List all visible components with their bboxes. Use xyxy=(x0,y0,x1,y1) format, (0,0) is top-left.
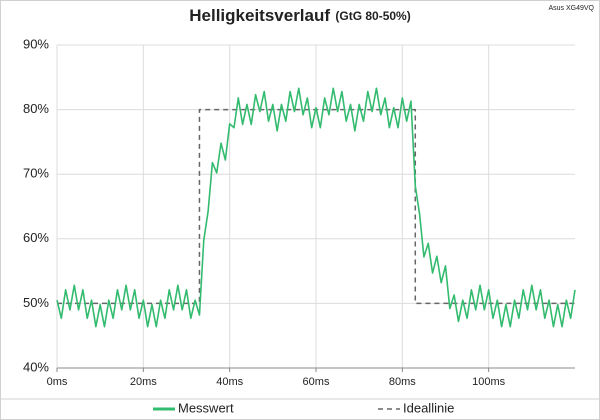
legend-label: Messwert xyxy=(178,400,234,415)
y-tick-label: 40% xyxy=(23,359,49,374)
y-tick-label: 50% xyxy=(23,295,49,310)
series-line xyxy=(56,87,576,328)
x-tick-label: 100ms xyxy=(472,376,506,388)
x-tick-label: 80ms xyxy=(389,376,416,388)
x-tick-label: 20ms xyxy=(130,376,157,388)
legend-label: Ideallinie xyxy=(403,400,454,415)
y-tick-label: 70% xyxy=(23,166,49,181)
annotation: Asus XG49VQ xyxy=(548,5,594,12)
x-tick-label: 0ms xyxy=(47,376,68,388)
series-line xyxy=(57,108,575,305)
chart-title: Helligkeitsverlauf xyxy=(189,6,330,25)
x-tick-label: 60ms xyxy=(303,376,330,388)
chart-subtitle: (GtG 80-50%) xyxy=(335,9,410,23)
chart-heading: Helligkeitsverlauf (GtG 80-50%) xyxy=(189,6,410,25)
x-tick-label: 40ms xyxy=(216,376,243,388)
y-tick-label: 60% xyxy=(23,230,49,245)
y-tick-label: 90% xyxy=(23,36,49,51)
y-tick-label: 80% xyxy=(23,101,49,116)
